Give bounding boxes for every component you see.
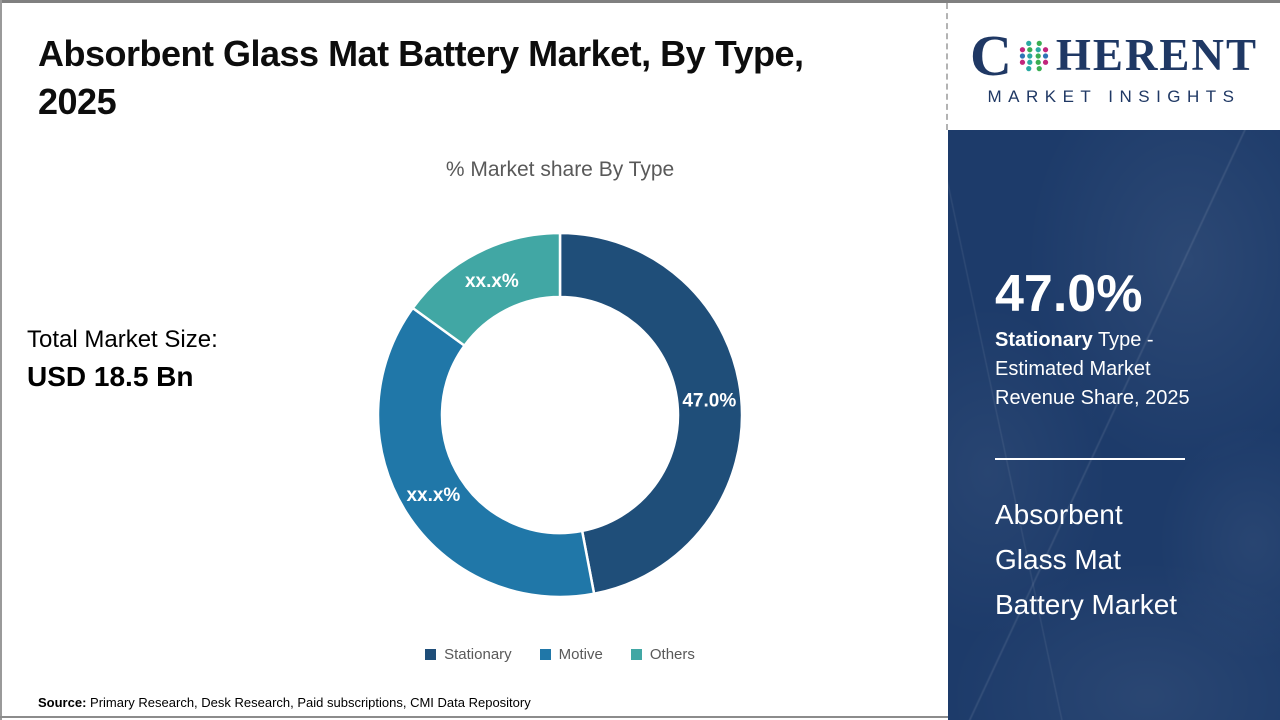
slice-label-stationary: 47.0%: [682, 390, 736, 411]
chart-legend: Stationary Motive Others: [330, 646, 790, 663]
bottom-border: [0, 716, 950, 718]
slice-label-others: xx.x%: [465, 271, 519, 292]
page-title-line2: 2025: [38, 81, 117, 122]
legend-label-motive: Motive: [558, 646, 603, 663]
sidebar-stat-rest: Type - Estimated Market Revenue Share, 2…: [995, 329, 1190, 409]
donut-segment-stationary: [558, 231, 744, 596]
sidebar-report-title: Absorbent Glass Mat Battery Market: [995, 492, 1177, 627]
sidebar-stat-description: Stationary Type - Estimated Market Reven…: [995, 326, 1235, 413]
sidebar-dashed-divider: [946, 3, 948, 130]
brand-logo-wordmark: C HERENT: [970, 22, 1258, 88]
legend-item-stationary: Stationary: [425, 646, 512, 663]
legend-label-stationary: Stationary: [444, 646, 512, 663]
legend-swatch-others: [630, 649, 642, 660]
source-text: Primary Research, Desk Research, Paid su…: [86, 695, 531, 710]
source-line: Source: Primary Research, Desk Research,…: [38, 695, 531, 710]
sidebar-report-title-line3: Battery Market: [995, 589, 1178, 620]
sidebar-report-title-line2: Glass Mat: [995, 544, 1122, 575]
legend-item-motive: Motive: [539, 646, 603, 663]
donut-chart: 47.0% xx.x% xx.x%: [376, 231, 744, 599]
chart-subtitle: % Market share By Type: [445, 158, 675, 181]
left-border: [0, 0, 2, 720]
legend-swatch-motive: [539, 649, 551, 660]
page-title: Absorbent Glass Mat Battery Market, By T…: [38, 30, 804, 126]
sidebar-stat-segment-name: Stationary: [995, 329, 1093, 351]
slice-label-motive: xx.x%: [406, 485, 460, 506]
donut-segment-others: [411, 231, 562, 347]
sidebar-stat-value: 47.0%: [995, 265, 1143, 323]
top-border: [0, 0, 1280, 3]
coherent-globe-icon: [1019, 40, 1049, 71]
total-market-size-value: USD 18.5 Bn: [27, 361, 194, 392]
sidebar-panel: 47.0% Stationary Type - Estimated Market…: [948, 130, 1280, 720]
donut-segment-motive: [376, 306, 596, 599]
sidebar-divider: [995, 458, 1185, 460]
brand-logo-word-rest: HERENT: [1055, 30, 1258, 80]
source-label: Source:: [38, 695, 87, 710]
legend-label-others: Others: [649, 646, 695, 663]
total-market-size-label: Total Market Size:: [27, 326, 218, 353]
brand-logo-subtitle: MARKET INSIGHTS: [987, 86, 1241, 106]
legend-swatch-stationary: [425, 649, 437, 660]
sidebar-report-title-line1: Absorbent: [995, 499, 1123, 530]
page-title-line1: Absorbent Glass Mat Battery Market, By T…: [38, 33, 804, 74]
brand-logo-letter-c: C: [970, 22, 1012, 88]
total-market-size: Total Market Size: USD 18.5 Bn: [27, 326, 218, 393]
legend-item-others: Others: [630, 646, 695, 663]
brand-logo: C HERENT MARKET INSIGHTS: [948, 3, 1280, 130]
